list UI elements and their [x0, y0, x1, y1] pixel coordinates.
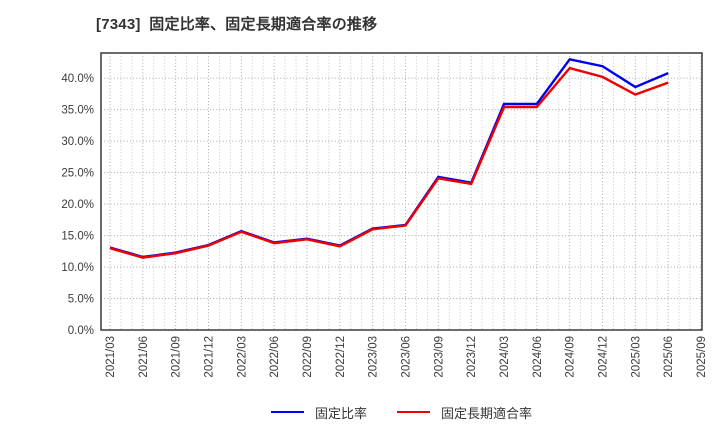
- chart-title: [7343] 固定比率、固定長期適合率の推移: [96, 16, 378, 33]
- y-tick-label: 35.0%: [61, 105, 94, 117]
- x-tick-label: 2023/06: [401, 336, 413, 378]
- y-tick-label: 25.0%: [61, 168, 94, 180]
- x-tick-label: 2022/12: [335, 336, 347, 378]
- legend-label-kotei-choki-tekigoritsu: 固定長期適合率: [441, 405, 533, 421]
- y-tick-label: 0.0%: [68, 325, 94, 337]
- x-tick-label: 2025/09: [696, 336, 708, 378]
- x-tick-label: 2022/09: [302, 336, 314, 378]
- legend-line-red-icon: [397, 411, 430, 413]
- x-tick-label: 2025/03: [630, 336, 642, 378]
- plot-border: [100, 52, 703, 331]
- x-tick-label: 2021/12: [204, 336, 216, 378]
- y-tick-label: 5.0%: [68, 294, 94, 306]
- x-tick-label: 2021/03: [105, 336, 117, 378]
- x-tick-label: 2024/06: [532, 336, 544, 378]
- y-tick-label: 30.0%: [61, 136, 94, 148]
- y-tick-label: 40.0%: [61, 73, 94, 85]
- x-tick-label: 2024/12: [598, 336, 610, 378]
- x-tick-label: 2023/03: [368, 336, 380, 378]
- x-tick-label: 2023/12: [466, 336, 478, 378]
- x-tick-label: 2024/03: [499, 336, 511, 378]
- x-tick-label: 2025/06: [663, 336, 675, 378]
- x-tick-label: 2021/09: [171, 336, 183, 378]
- legend: 固定比率 固定長期適合率: [101, 399, 702, 425]
- legend-label-kotei-hiritsu: 固定比率: [314, 405, 367, 421]
- y-tick-label: 20.0%: [61, 199, 94, 211]
- legend-item-kotei-hiritsu: 固定比率: [270, 403, 367, 422]
- legend-line-blue-icon: [270, 411, 304, 413]
- series-line-1: [109, 66, 669, 259]
- x-tick-label: 2021/06: [138, 336, 150, 378]
- y-tick-label: 15.0%: [61, 231, 94, 243]
- y-tick-label: 10.0%: [61, 262, 94, 274]
- x-tick-label: 2023/09: [433, 336, 445, 378]
- x-tick-label: 2022/06: [269, 336, 281, 378]
- legend-item-kotei-choki-tekigoritsu: 固定長期適合率: [397, 403, 532, 422]
- x-tick-label: 2022/03: [236, 336, 248, 378]
- x-tick-label: 2024/09: [565, 336, 577, 378]
